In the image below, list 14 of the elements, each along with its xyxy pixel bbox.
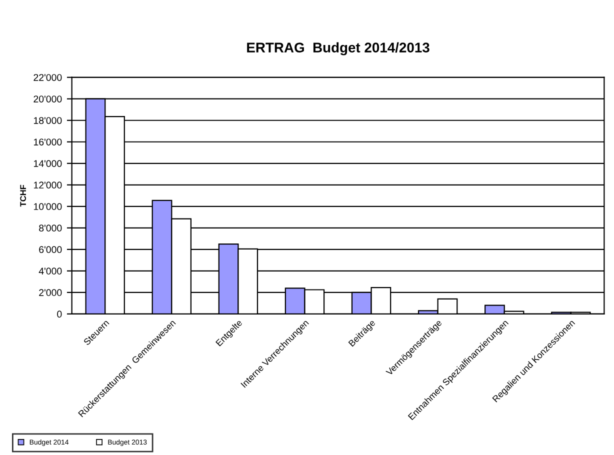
y-tick-label: 6'000: [39, 246, 62, 254]
y-tick-label: 0: [57, 310, 62, 318]
y-tick-label: 18'000: [34, 117, 62, 124]
y-tick-label: 20'000: [34, 96, 62, 102]
y-tick-label: 2'000: [39, 289, 62, 296]
y-tick-label: 22'000: [34, 74, 62, 81]
y-tick-label: 12'000: [34, 182, 62, 189]
y-tick-label: 4'000: [38, 268, 62, 275]
y-tick-label: 10'000: [34, 203, 62, 210]
y-tick-label: 14'000: [34, 160, 62, 168]
chart-title: ERTRAG Budget 2014/2013: [247, 42, 430, 56]
y-tick-label: 8'000: [39, 224, 62, 232]
y-tick-label: 16'000: [34, 138, 62, 146]
y-axis-title: TCHF: [20, 184, 26, 207]
